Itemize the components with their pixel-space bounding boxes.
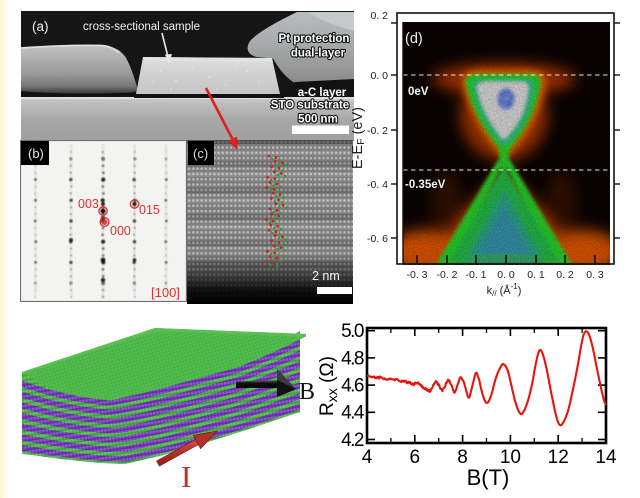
svg-text:B: B: [299, 379, 315, 405]
svg-text:-0. 2: -0. 2: [436, 269, 457, 281]
svg-text:12: 12: [548, 447, 569, 468]
svg-text:[100]: [100]: [151, 285, 180, 300]
svg-text:-0. 4: -0. 4: [367, 179, 388, 191]
svg-text:0. 0: 0. 0: [497, 269, 515, 281]
svg-text:14: 14: [595, 447, 617, 468]
svg-text:0. 2: 0. 2: [556, 269, 574, 281]
svg-text:I: I: [181, 459, 191, 493]
svg-text:B(T): B(T): [467, 465, 510, 490]
svg-text:500 nm: 500 nm: [298, 114, 338, 126]
svg-text:0eV: 0eV: [408, 86, 429, 98]
svg-text:(b): (b): [28, 146, 44, 161]
svg-text:0. 3: 0. 3: [586, 269, 604, 281]
svg-text:-0. 1: -0. 1: [465, 269, 486, 281]
svg-text:-0. 3: -0. 3: [406, 269, 427, 281]
svg-text:015: 015: [139, 203, 160, 217]
svg-text:003: 003: [78, 197, 99, 211]
svg-text:E-EF (eV): E-EF (eV): [352, 107, 367, 169]
svg-text:10: 10: [500, 447, 521, 468]
svg-text:-0. 6: -0. 6: [367, 233, 388, 245]
svg-text:5.0: 5.0: [341, 321, 364, 342]
svg-text:dual-layer: dual-layer: [291, 48, 346, 60]
svg-text:000: 000: [110, 224, 131, 238]
svg-text:2 nm: 2 nm: [312, 269, 340, 283]
svg-text:Rxx (Ω): Rxx (Ω): [318, 356, 340, 416]
svg-text:4.4: 4.4: [341, 403, 365, 424]
svg-text:-0. 2: -0. 2: [367, 125, 388, 137]
svg-text:-0.35eV: -0.35eV: [405, 179, 446, 191]
svg-text:0. 2: 0. 2: [370, 10, 388, 22]
svg-text:4: 4: [362, 447, 373, 468]
svg-text:0. 1: 0. 1: [527, 269, 545, 281]
svg-text:Pt protection: Pt protection: [279, 33, 350, 45]
svg-text:4.2: 4.2: [341, 430, 364, 451]
svg-text:a-C layer: a-C layer: [298, 87, 347, 99]
svg-text:(c): (c): [193, 146, 208, 161]
svg-text:8: 8: [457, 447, 468, 468]
svg-text:4.8: 4.8: [341, 349, 364, 370]
svg-text:6: 6: [410, 447, 421, 468]
svg-text:(d): (d): [405, 31, 423, 47]
svg-text:0. 0: 0. 0: [370, 70, 388, 82]
svg-text:4.6: 4.6: [341, 376, 364, 397]
svg-text:(a): (a): [32, 19, 49, 34]
svg-text:STO substrate: STO substrate: [271, 100, 349, 112]
svg-text:k// (Å-1): k// (Å-1): [487, 282, 522, 298]
svg-text:cross-sectional sample: cross-sectional sample: [83, 21, 200, 33]
